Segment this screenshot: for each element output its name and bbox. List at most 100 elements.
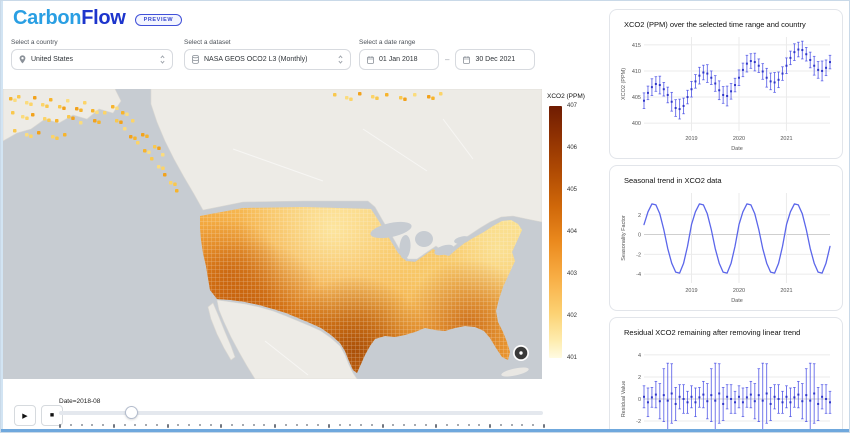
slider-tick <box>80 424 83 426</box>
country-label: Select a country <box>11 39 58 46</box>
svg-text:Residual Value: Residual Value <box>621 381 627 418</box>
svg-text:2: 2 <box>638 375 641 381</box>
svg-text:-4: -4 <box>636 272 641 278</box>
slider-tick <box>252 424 255 426</box>
slider-tick <box>306 424 309 426</box>
date-end-input[interactable]: 30 Dec 2021 <box>455 49 536 70</box>
timeline-bar: ▶ ■ Date=2018-08 <box>1 397 605 432</box>
colorbar-tick: 404 <box>567 228 578 235</box>
colorbar-tick: 407 <box>567 102 578 109</box>
charts-panel: XCO2 (PPM) over the selected time range … <box>609 1 847 432</box>
chevron-updown-icon <box>338 55 343 64</box>
chart-title: Residual XCO2 remaining after removing l… <box>624 328 801 337</box>
slider-tick <box>231 424 233 426</box>
svg-text:2021: 2021 <box>780 136 792 142</box>
land-mexico <box>216 299 358 379</box>
slider-tick <box>241 424 244 426</box>
slider-tick <box>155 424 158 426</box>
country-control: Select a country United States <box>11 39 173 70</box>
dataset-label: Select a dataset <box>184 39 231 46</box>
colorbar-tick: 402 <box>567 312 578 319</box>
date-start-value: 01 Jan 2018 <box>379 56 418 63</box>
slider-tick <box>327 424 330 428</box>
great-lakes <box>370 221 470 259</box>
stop-button[interactable]: ■ <box>41 405 63 426</box>
daterange-control: Select a date range 01 Jan 2018 – 30 Dec… <box>359 39 539 70</box>
daterange-label: Select a date range <box>359 39 416 46</box>
chart-card-residual: Residual XCO2 remaining after removing l… <box>609 317 843 432</box>
colorbar-tick: 406 <box>567 144 578 151</box>
slider-tick <box>424 424 427 426</box>
road-lines <box>232 118 474 376</box>
land-alaska <box>3 89 122 142</box>
svg-text:Date: Date <box>731 298 743 304</box>
slider-tick <box>413 424 416 426</box>
slider-tick <box>102 424 104 426</box>
slider-tick <box>499 424 502 426</box>
dataset-value: NASA GEOS OCO2 L3 (Monthly) <box>204 56 308 63</box>
slider-tick <box>392 424 395 426</box>
svg-text:2019: 2019 <box>685 288 697 294</box>
colorbar-tick: 401 <box>567 354 578 361</box>
date-start-input[interactable]: 01 Jan 2018 <box>359 49 439 70</box>
calendar-icon <box>463 55 471 64</box>
calendar-icon <box>367 55 374 64</box>
slider-tick <box>112 424 115 428</box>
database-icon <box>192 55 199 64</box>
seasonal-trend-chart: 2 0 -2 -4 2019 2020 2021 Seasonality Factor Date <box>618 187 836 305</box>
svg-text:0: 0 <box>638 233 641 239</box>
map-canvas[interactable] <box>3 89 542 379</box>
slider-tick <box>123 424 126 426</box>
slider-tick <box>145 424 147 426</box>
alaska-data-dots <box>9 92 443 193</box>
location-pin-icon <box>19 55 26 64</box>
svg-text:Date: Date <box>731 146 743 152</box>
chart-title: Seasonal trend in XCO2 data <box>624 176 722 185</box>
slider-tick <box>209 424 212 426</box>
dataset-select[interactable]: NASA GEOS OCO2 L3 (Monthly) <box>184 49 351 70</box>
slider-tick <box>446 424 448 426</box>
time-slider-track[interactable] <box>59 411 543 415</box>
svg-text:4: 4 <box>638 353 641 359</box>
timeline-date-label: Date=2018-08 <box>59 398 101 405</box>
map-attribution-button[interactable] <box>513 345 529 361</box>
logo-part-2: Flow <box>81 7 126 29</box>
slider-tick <box>542 424 545 428</box>
svg-text:0: 0 <box>638 397 641 403</box>
chart-card-seasonal: Seasonal trend in XCO2 data 2 0 -2 -4 2019 20… <box>609 165 843 311</box>
slider-tick <box>338 424 341 426</box>
country-select[interactable]: United States <box>11 49 173 70</box>
app-header: CarbonFlow PREVIEW <box>13 7 183 30</box>
stop-icon: ■ <box>49 412 55 419</box>
svg-text:2019: 2019 <box>685 136 697 142</box>
svg-text:400: 400 <box>632 121 641 127</box>
play-button[interactable]: ▶ <box>14 405 36 426</box>
slider-tick <box>263 424 266 426</box>
slider-tick <box>59 424 61 428</box>
slider-tick <box>349 424 352 426</box>
slider-tick <box>510 424 513 426</box>
chart-title: XCO2 (PPM) over the selected time range … <box>624 20 806 29</box>
colorbar-tick: 405 <box>567 186 578 193</box>
land-baja <box>207 302 236 361</box>
land-canada <box>150 89 542 260</box>
svg-text:Seasonality Factor: Seasonality Factor <box>621 215 627 261</box>
svg-text:405: 405 <box>632 95 641 101</box>
time-slider-handle[interactable] <box>125 406 139 419</box>
svg-text:2020: 2020 <box>733 288 745 294</box>
slider-tick <box>188 424 190 426</box>
slider-tick <box>198 424 201 426</box>
colorbar-tick: 403 <box>567 270 578 277</box>
window-edge-left <box>1 1 3 432</box>
slider-tick <box>381 424 384 428</box>
slider-tick <box>274 424 276 428</box>
slider-tick <box>360 424 362 426</box>
app-logo: CarbonFlow <box>13 7 126 30</box>
slider-tick <box>532 424 534 426</box>
slider-tick <box>295 424 298 426</box>
svg-text:XCO2 (PPM): XCO2 (PPM) <box>621 68 627 100</box>
slider-tick <box>317 424 319 426</box>
logo-part-1: Carbon <box>13 7 82 29</box>
play-icon: ▶ <box>22 412 28 420</box>
